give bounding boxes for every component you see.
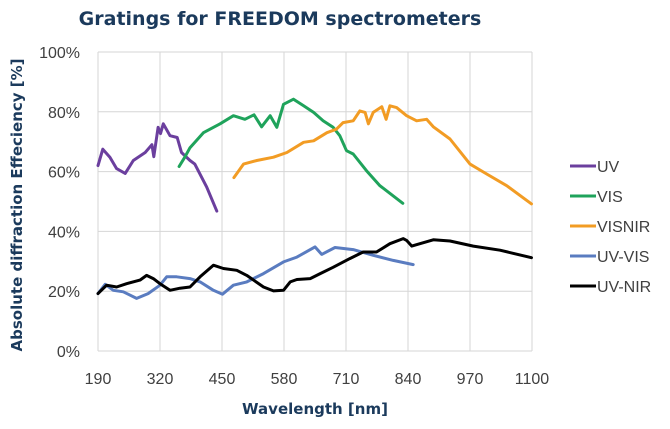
legend-item-visnir: VISNIR bbox=[570, 219, 650, 236]
y-tick-labels: 0% 20% 40% 60% 80% 100% bbox=[39, 45, 80, 361]
chart-title: Gratings for FREEDOM spectrometers bbox=[79, 8, 482, 30]
legend-item-vis: VIS bbox=[570, 189, 623, 206]
x-tick-label: 1100 bbox=[515, 371, 550, 388]
y-tick-label: 0% bbox=[57, 344, 80, 361]
grid bbox=[97, 51, 533, 352]
y-tick-label: 40% bbox=[48, 224, 80, 241]
series-line-vis bbox=[177, 97, 405, 205]
series-line-uv-nir bbox=[96, 237, 533, 296]
series-line-visnir bbox=[232, 104, 533, 206]
x-tick-labels: 190 320 450 580 710 840 970 1100 bbox=[85, 371, 550, 388]
x-tick-label: 970 bbox=[457, 371, 484, 388]
legend-item-uv: UV bbox=[570, 159, 620, 176]
x-tick-label: 710 bbox=[333, 371, 360, 388]
x-tick-label: 580 bbox=[271, 371, 298, 388]
legend-label: UV-NIR bbox=[597, 279, 651, 296]
x-tick-label: 190 bbox=[85, 371, 112, 388]
series-line-uv bbox=[96, 122, 219, 213]
legend-item-uv-nir: UV-NIR bbox=[570, 279, 651, 296]
x-tick-label: 450 bbox=[209, 371, 236, 388]
y-tick-label: 20% bbox=[48, 284, 80, 301]
series-line-uv-vis bbox=[96, 245, 415, 300]
legend-label: UV-VIS bbox=[597, 249, 649, 266]
series-lines bbox=[96, 97, 533, 300]
legend-label: VIS bbox=[597, 189, 623, 206]
x-axis-label: Wavelength [nm] bbox=[242, 400, 388, 418]
x-tick-label: 320 bbox=[147, 371, 174, 388]
y-tick-label: 60% bbox=[48, 165, 80, 182]
y-axis-label: Absolute diffraction Effeciency [%] bbox=[8, 58, 26, 351]
legend-label: UV bbox=[597, 159, 620, 176]
legend: UV VIS VISNIR UV-VIS UV-NIR bbox=[570, 159, 651, 296]
y-tick-label: 100% bbox=[39, 45, 80, 62]
y-tick-label: 80% bbox=[48, 105, 80, 122]
legend-label: VISNIR bbox=[597, 219, 650, 236]
legend-item-uv-vis: UV-VIS bbox=[570, 249, 649, 266]
x-tick-label: 840 bbox=[395, 371, 422, 388]
